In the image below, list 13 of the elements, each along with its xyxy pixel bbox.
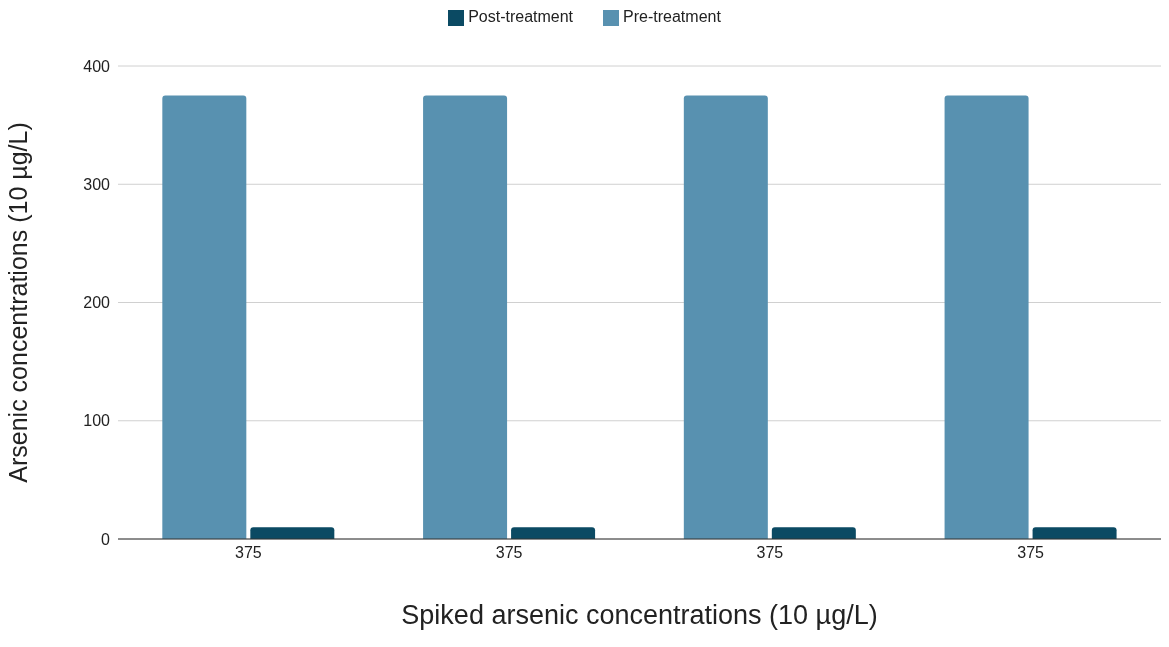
y-tick-label: 100	[83, 412, 111, 430]
x-tick-label: 375	[756, 544, 784, 562]
x-axis-title: Spiked arsenic concentrations (10 µg/L)	[401, 600, 878, 630]
x-tick-label: 375	[235, 544, 262, 562]
y-tick-label: 400	[83, 57, 111, 75]
x-tick-label: 375	[495, 544, 523, 562]
x-tick-label: 375	[1017, 544, 1045, 562]
legend-label: Post-treatment	[468, 8, 574, 25]
y-tick-label: 300	[83, 175, 111, 193]
y-tick-label: 200	[83, 294, 111, 312]
y-axis-title: Arsenic concentrations (10 µg/L)	[3, 122, 32, 483]
y-tick-label: 0	[101, 530, 111, 548]
legend-label: Pre-treatment	[623, 8, 721, 25]
